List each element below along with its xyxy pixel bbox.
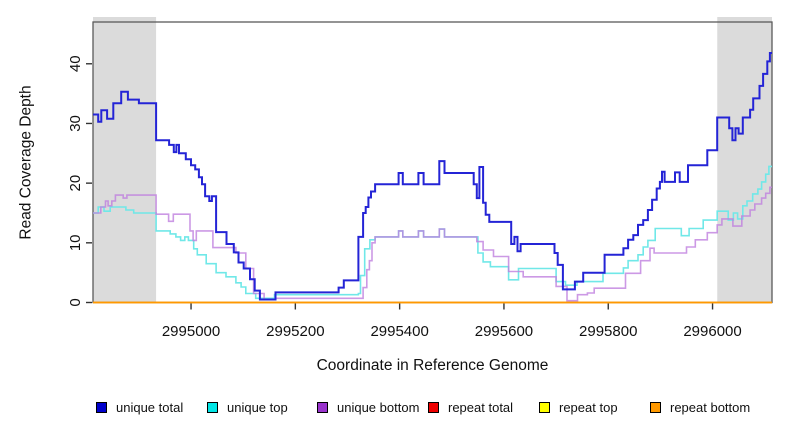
plot-border (92, 21, 773, 304)
legend-swatch-repeat-bottom (650, 401, 661, 413)
series-line-unique-total (93, 52, 772, 301)
series-line-unique-bottom (93, 186, 772, 302)
shaded-region (93, 17, 157, 303)
legend-swatch-unique-top (207, 401, 218, 413)
legend-item-repeat-total: repeat total (428, 399, 514, 415)
y-tick-label: 40 (67, 55, 84, 72)
series-line-unique-top (93, 165, 772, 300)
legend-item-repeat-bottom: repeat bottom (650, 399, 751, 415)
x-tick-label: 2996000 (683, 323, 741, 340)
legend-item-label: repeat bottom (670, 399, 751, 415)
y-tick-label: 20 (67, 175, 84, 192)
legend-item-repeat-top: repeat top (539, 399, 618, 415)
legend-swatch-repeat-total (428, 401, 439, 413)
y-axis-title: Read Coverage Depth (17, 85, 35, 240)
legend-item-label: unique bottom (337, 399, 420, 415)
coverage-chart: 2995000 2995200 2995400 2995600 2995800 29960… (67, 17, 773, 340)
legend-item-label: unique total (116, 399, 184, 415)
y-tick-label: 0 (67, 298, 84, 306)
legend-item-unique-total: unique total (96, 399, 184, 415)
legend-item-label: repeat top (559, 399, 618, 415)
x-tick-label: 2995400 (370, 323, 428, 340)
y-tick-label: 30 (67, 115, 84, 132)
legend-item-label: unique top (227, 399, 288, 415)
x-axis-title: Coordinate in Reference Genome (316, 357, 549, 374)
legend-swatch-unique-total (96, 401, 107, 413)
x-tick-label: 2995600 (475, 323, 533, 340)
legend-item-label: repeat total (448, 399, 514, 415)
x-tick-label: 2995800 (579, 323, 637, 340)
legend-item-unique-bottom: unique bottom (317, 399, 420, 415)
x-tick-label: 2995200 (266, 323, 324, 340)
legend-item-unique-top: unique top (207, 399, 288, 415)
shaded-region (717, 17, 772, 303)
legend-swatch-unique-bottom (317, 401, 328, 413)
legend-swatch-repeat-top (539, 401, 550, 413)
x-tick-label: 2995000 (162, 323, 220, 340)
y-tick-label: 10 (67, 234, 84, 251)
